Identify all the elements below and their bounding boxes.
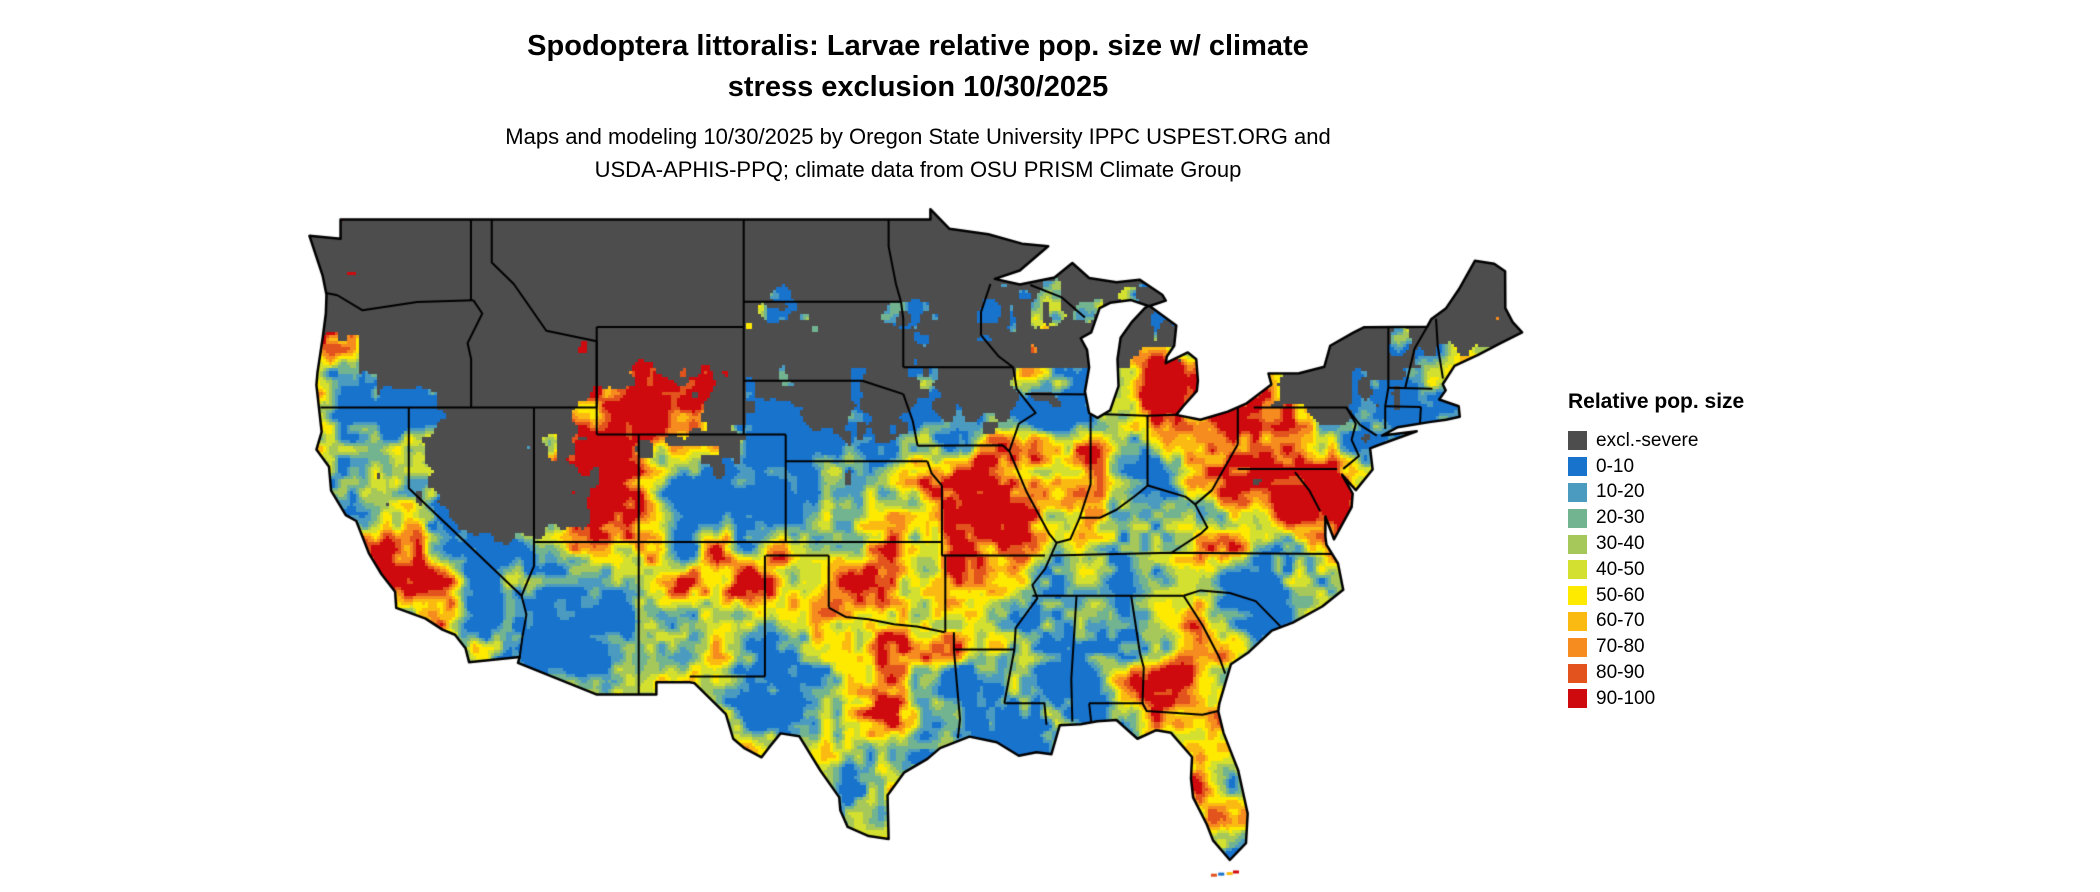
legend-swatch — [1568, 431, 1587, 451]
legend-item: 20-30 — [1568, 505, 1808, 531]
legend-swatch — [1568, 586, 1587, 606]
us-distribution-map-canvas — [308, 206, 1528, 878]
legend-item-label: 0-10 — [1596, 455, 1635, 477]
legend-swatch — [1568, 482, 1587, 502]
legend-swatch — [1568, 508, 1587, 528]
legend-item: 50-60 — [1568, 583, 1808, 609]
legend-item-label: 10-20 — [1596, 481, 1645, 503]
page-subtitle-line2: USDA-APHIS-PPQ; climate data from OSU PR… — [594, 157, 1242, 182]
legend-swatch — [1568, 457, 1587, 477]
legend-swatch — [1568, 689, 1587, 709]
legend-swatch — [1568, 611, 1587, 631]
legend-items: excl.-severe 0-10 10-20 20-30 30-40 40-50 50-6… — [1568, 428, 1808, 712]
legend-item: excl.-severe — [1568, 428, 1808, 454]
legend-item-label: 80-90 — [1596, 662, 1645, 684]
legend-item-label: 90-100 — [1596, 687, 1656, 709]
legend-swatch — [1568, 637, 1587, 657]
page-title-line2: stress exclusion 10/30/2025 — [727, 71, 1109, 103]
legend-item: 40-50 — [1568, 557, 1808, 583]
legend-title: Relative pop. size — [1568, 390, 1745, 413]
legend-item-label: excl.-severe — [1596, 429, 1699, 451]
legend-swatch — [1568, 663, 1587, 683]
page-subtitle: Maps and modeling 10/30/2025 by Oregon S… — [308, 120, 1528, 186]
legend-item: 0-10 — [1568, 454, 1808, 480]
legend-item-label: 70-80 — [1596, 636, 1645, 658]
legend-item-label: 60-70 — [1596, 610, 1645, 632]
page-title-line1: Spodoptera littoralis: Larvae relative p… — [527, 30, 1309, 62]
legend-item: 80-90 — [1568, 660, 1808, 686]
us-map-area — [308, 206, 1528, 878]
legend-item-label: 50-60 — [1596, 584, 1645, 606]
legend-item: 30-40 — [1568, 531, 1808, 557]
legend-item: 10-20 — [1568, 480, 1808, 506]
legend-item-label: 30-40 — [1596, 533, 1645, 555]
legend: Relative pop. size excl.-severe 0-10 10-20… — [1568, 390, 1808, 712]
legend-item-label: 20-30 — [1596, 507, 1645, 529]
legend-item: 60-70 — [1568, 609, 1808, 635]
legend-item-label: 40-50 — [1596, 558, 1645, 580]
page-title: Spodoptera littoralis: Larvae relative p… — [308, 26, 1528, 108]
legend-item: 70-80 — [1568, 634, 1808, 660]
legend-swatch — [1568, 534, 1587, 554]
page-subtitle-line1: Maps and modeling 10/30/2025 by Oregon S… — [505, 124, 1331, 149]
legend-item: 90-100 — [1568, 686, 1808, 712]
legend-swatch — [1568, 560, 1587, 580]
